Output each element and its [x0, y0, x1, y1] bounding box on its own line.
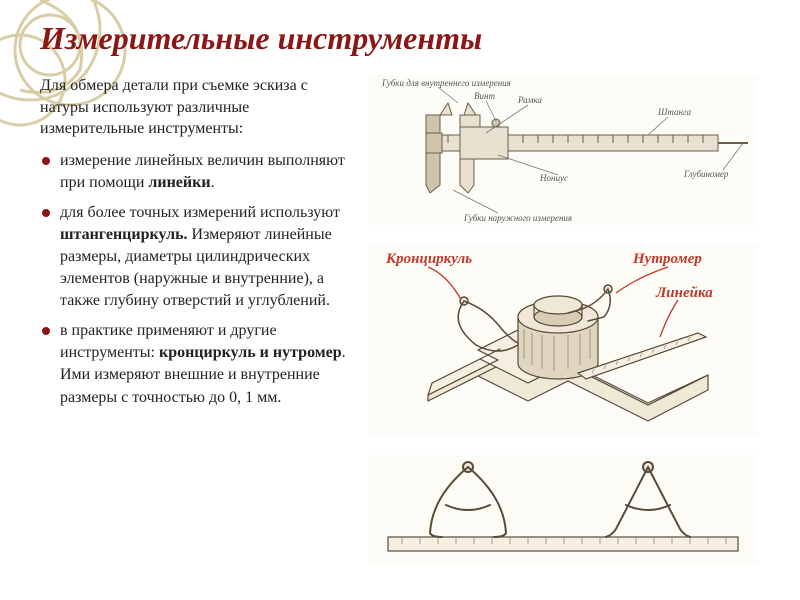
text-column: Для обмера детали при съемке эскиза с на…	[40, 75, 350, 565]
list-item: измерение линейных величин выполняют при…	[40, 150, 350, 194]
list-item: для более точных измерений используют шт…	[40, 202, 350, 312]
content-row: Для обмера детали при съемке эскиза с на…	[40, 75, 770, 565]
label-screw: Винт	[474, 91, 495, 101]
label-vernier: Нониус	[539, 173, 568, 183]
bullet-keyword: кронциркуль и нутромер	[159, 344, 342, 361]
label-rod: Штанга	[657, 107, 691, 117]
page-title: Измерительные инструменты	[40, 20, 770, 57]
intro-paragraph: Для обмера детали при съемке эскиза с на…	[40, 75, 350, 140]
list-item: в практике применяют и другие инструмент…	[40, 320, 350, 408]
bullet-keyword: штангенциркуль.	[60, 226, 188, 243]
bullet-text-pre: для более точных измерений используют	[60, 204, 340, 221]
compasses-figure	[368, 455, 758, 565]
slide-root: Измерительные инструменты Для обмера дет…	[0, 0, 800, 585]
label-outer-jaws: Губки наружного измерения	[463, 213, 572, 223]
label-ruler: Линейка	[655, 285, 713, 301]
label-depth: Глубиномер	[683, 169, 729, 179]
bullet-keyword: линейки	[148, 174, 210, 191]
label-kron: Кронциркуль	[385, 251, 472, 267]
bullet-text-post: .	[211, 174, 215, 191]
figures-column: Губки для внутреннего измерения Винт Рам…	[368, 75, 758, 565]
bullet-list: измерение линейных величин выполняют при…	[40, 150, 350, 409]
label-frame: Рамка	[517, 95, 542, 105]
label-inner-jaws: Губки для внутреннего измерения	[381, 78, 511, 88]
label-nutro: Нутромер	[632, 251, 702, 267]
caliper-figure: Губки для внутреннего измерения Винт Рам…	[368, 75, 758, 225]
tools-figure: Кронциркуль Нутромер Линейка	[368, 245, 758, 435]
